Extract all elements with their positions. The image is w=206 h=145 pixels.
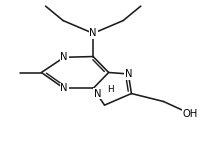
Text: N: N <box>94 89 101 98</box>
Text: OH: OH <box>182 109 197 119</box>
Text: H: H <box>107 85 113 94</box>
Text: N: N <box>60 52 68 62</box>
Text: N: N <box>60 84 68 93</box>
Text: N: N <box>124 69 131 79</box>
Text: N: N <box>89 28 96 38</box>
